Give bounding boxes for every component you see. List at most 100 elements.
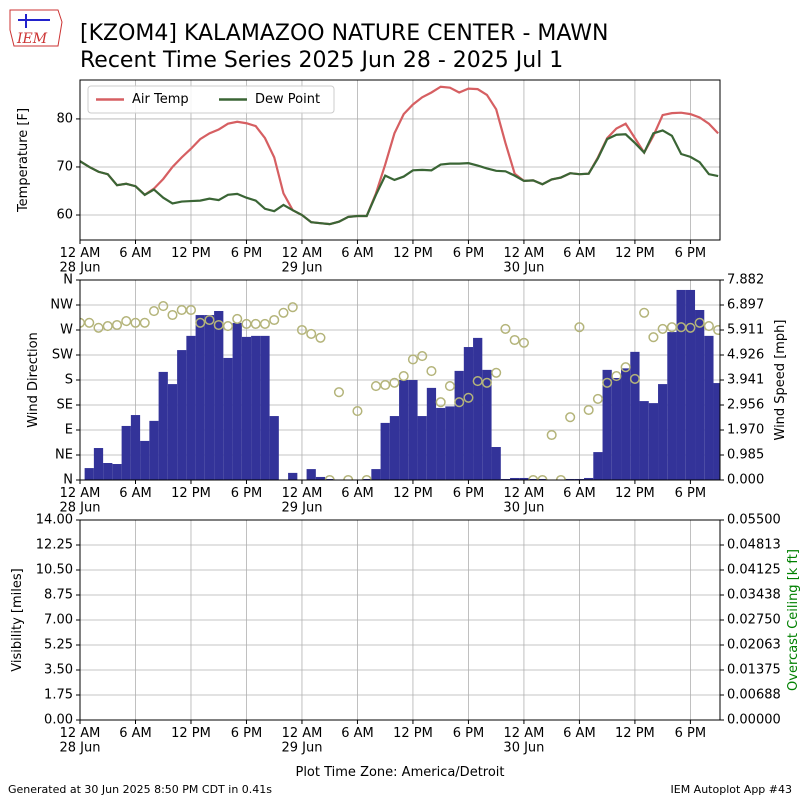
point (574, 322, 585, 333)
plot-area (80, 289, 720, 480)
bar (214, 311, 224, 480)
y2-tick-label: 0.01375 (727, 663, 781, 678)
bar (204, 315, 215, 480)
x-tick-label: 6 AM (563, 246, 596, 261)
bar (602, 369, 612, 480)
footer-left: Generated at 30 Jun 2025 8:50 PM CDT in … (8, 783, 272, 796)
y-tick-label: 60 (56, 208, 73, 223)
y2-tick-label: 0.985 (727, 448, 764, 463)
bar (695, 309, 705, 480)
bar (704, 335, 714, 480)
x-axis-label: Plot Time Zone: America/Detroit (295, 765, 504, 780)
bar (611, 377, 622, 480)
bar (84, 468, 94, 480)
point (713, 324, 720, 336)
point (592, 393, 603, 404)
point (232, 313, 243, 324)
point (259, 318, 271, 329)
bar (232, 322, 242, 480)
bar (260, 335, 270, 480)
bar (325, 478, 335, 480)
bar (417, 416, 427, 480)
x-tick-label: 12 AM 28 Jun (60, 246, 101, 275)
point (620, 362, 631, 373)
point (84, 317, 95, 328)
point (694, 317, 705, 328)
point (139, 317, 150, 328)
point (278, 307, 289, 318)
plot-frame (79, 519, 721, 721)
legend-box (87, 85, 335, 114)
bar (510, 477, 520, 480)
point (269, 314, 280, 326)
bar (436, 407, 446, 480)
bar (528, 478, 538, 480)
y2-tick-label: 6.897 (727, 297, 764, 312)
point (287, 302, 298, 313)
bar (454, 370, 464, 480)
y-tick-label: W (60, 323, 73, 338)
point (185, 304, 197, 316)
bar (648, 403, 659, 480)
bar (676, 289, 686, 480)
x-tick-label: 12 PM (171, 726, 211, 741)
point (204, 314, 215, 326)
x-tick-label: 6 PM (675, 486, 706, 501)
bar (306, 469, 316, 480)
point (167, 309, 178, 321)
bar (149, 420, 159, 480)
point (121, 316, 132, 327)
y-tick-label: NW (50, 298, 73, 313)
x-tick-label: 6 PM (675, 246, 706, 261)
y2-tick-label: 5.911 (727, 323, 764, 338)
x-tick-label: 12 AM 28 Jun (60, 726, 101, 755)
x-tick-label: 6 AM (341, 726, 374, 741)
y2-tick-label: 0.03438 (727, 588, 781, 603)
bar (371, 469, 381, 480)
point (176, 304, 187, 316)
x-tick-label: 6 PM (675, 726, 706, 741)
bar (121, 425, 131, 480)
y-axis-label: Temperature [F] (16, 108, 31, 213)
x-tick-label: 12 AM 30 Jun (503, 246, 544, 275)
bar (93, 448, 104, 480)
y-axis-label: Visibility [miles] (10, 568, 25, 671)
bar (380, 422, 390, 480)
point (602, 377, 613, 388)
point (472, 376, 483, 387)
point (491, 367, 502, 378)
chart-title: [KZOM4] KALAMAZOO NATURE CENTER - MAWN (80, 21, 608, 46)
y2-tick-label: 4.926 (727, 348, 764, 363)
point (93, 322, 104, 333)
point (518, 337, 529, 348)
point (324, 474, 335, 480)
y2-tick-label: 2.956 (727, 397, 764, 412)
y-tick-label: 80 (56, 111, 73, 126)
point (111, 319, 123, 331)
point (148, 306, 160, 317)
x-tick-label: 6 PM (231, 726, 262, 741)
bar (685, 289, 696, 480)
x-tick-label: 6 PM (231, 246, 262, 261)
y-tick-label: 10.50 (36, 563, 73, 578)
point (250, 318, 261, 329)
point (195, 317, 206, 328)
point (417, 351, 428, 362)
bar (140, 440, 150, 480)
point (703, 321, 714, 332)
chart-subtitle: Recent Time Series 2025 Jun 28 - 2025 Ju… (80, 48, 563, 73)
point (463, 392, 474, 403)
point (629, 373, 640, 384)
y-tick-label: E (65, 423, 73, 438)
bar (500, 478, 511, 480)
point (306, 328, 317, 339)
point (389, 377, 400, 388)
bar (584, 477, 594, 480)
plot-frame (79, 79, 721, 241)
y2-tick-label: 0.02063 (727, 638, 781, 653)
point (528, 474, 539, 480)
x-tick-label: 12 PM (393, 726, 433, 741)
y-tick-label: 0.00 (44, 713, 73, 728)
x-tick-label: 6 AM (563, 726, 596, 741)
